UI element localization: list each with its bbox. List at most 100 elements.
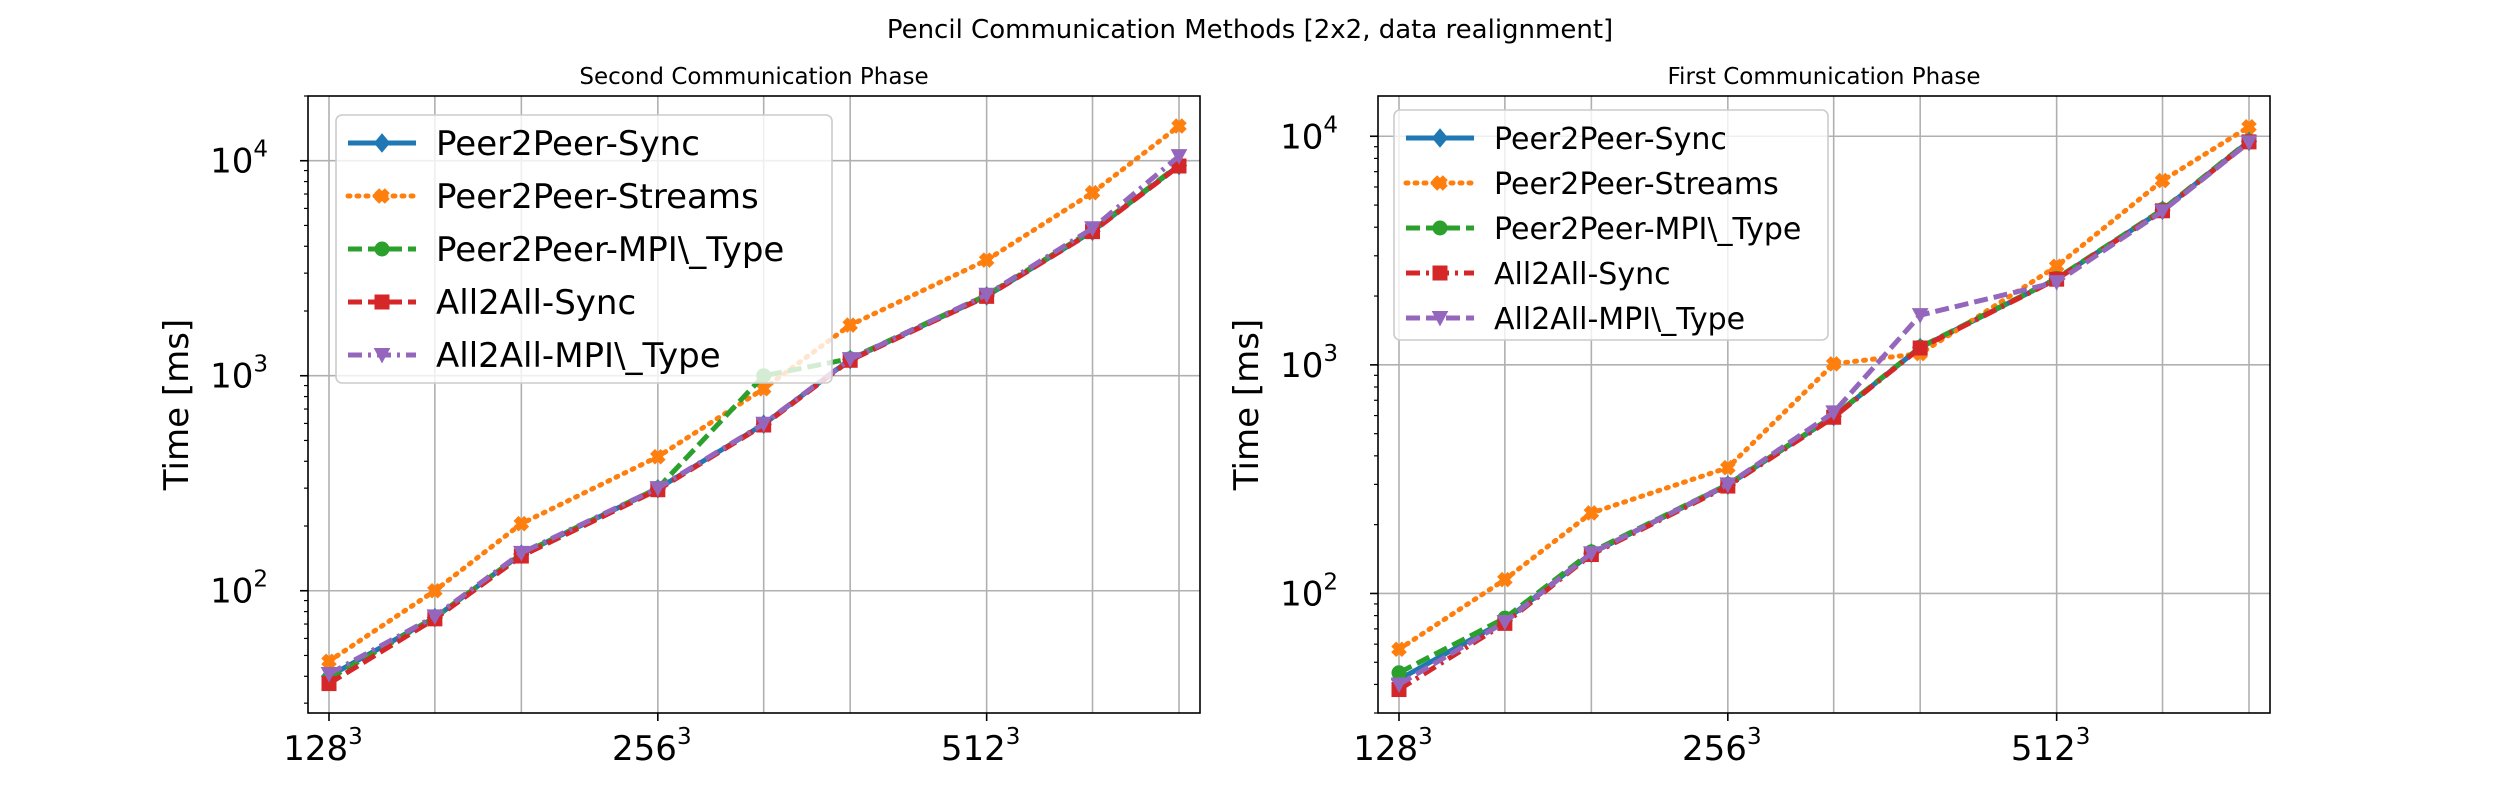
data-point — [513, 515, 530, 532]
data-point — [2240, 135, 2258, 151]
legend-item: Peer2Peer-MPI\_Type — [1406, 212, 1801, 247]
legend-marker — [374, 188, 390, 204]
legend-item: All2All-Sync — [1406, 257, 1671, 292]
x-tick-exponent: 3 — [677, 724, 692, 750]
legend-label: Peer2Peer-MPI\_Type — [1494, 212, 1801, 247]
plot-frame — [307, 95, 1201, 714]
data-point — [1583, 505, 1600, 521]
data-point — [1084, 221, 1101, 237]
legend-label: All2All-MPI\_Type — [436, 336, 721, 376]
data-point — [1170, 149, 1188, 165]
x-tick-exponent: 3 — [348, 724, 363, 750]
legend-item: Peer2Peer-Streams — [345, 177, 759, 217]
x-tick-label: 2563 — [1682, 724, 1762, 769]
legend: Peer2Peer-Sync Peer2Peer-Streams Peer2Peer… — [1393, 109, 1829, 341]
y-tick-exponent: 4 — [1323, 112, 1338, 138]
legend-label: Peer2Peer-Sync — [436, 124, 700, 164]
y-tick-label: 102 — [1280, 569, 1338, 614]
x-tick-label: 5123 — [2011, 724, 2091, 769]
data-point — [2241, 119, 2257, 135]
data-point — [1825, 356, 1842, 372]
x-tick-label: 1283 — [1353, 724, 1433, 769]
legend-marker — [1432, 175, 1448, 191]
y-tick-exponent: 4 — [253, 137, 268, 163]
legend-label: Peer2Peer-Sync — [1494, 122, 1727, 157]
data-point — [755, 416, 773, 433]
data-point — [1084, 184, 1101, 201]
legend-marker — [1432, 265, 1448, 281]
chart-title: Second Communication Phase — [579, 64, 928, 90]
data-point — [978, 252, 995, 268]
x-tick-exponent: 3 — [1418, 724, 1433, 750]
data-point — [2154, 204, 2171, 220]
y-tick-label: 102 — [210, 567, 268, 612]
legend-label: Peer2Peer-Streams — [1494, 167, 1779, 202]
chart-first-phase: First Communication Phase 1283 2563 5123 102… — [1227, 64, 2271, 769]
legend-marker — [373, 348, 391, 364]
legend-box — [335, 114, 833, 384]
plot-frame — [1377, 95, 2271, 714]
series-peer2peer-streams — [321, 118, 1187, 670]
data-point — [978, 287, 995, 304]
data-point — [1825, 405, 1843, 421]
y-tick-exponent: 3 — [253, 352, 268, 378]
y-tick-exponent: 2 — [1323, 569, 1338, 595]
series-line — [1397, 140, 2251, 687]
x-tick-label: 1283 — [283, 724, 363, 769]
y-tick-label: 103 — [210, 352, 268, 397]
data-point — [1719, 477, 1737, 493]
legend-item: Peer2Peer-Sync — [348, 124, 700, 164]
legend-item: All2All-MPI\_Type — [1406, 302, 1745, 337]
legend-marker — [374, 241, 390, 257]
x-tick-label: 2563 — [612, 724, 692, 769]
x-tick-label: 5123 — [941, 724, 1021, 769]
data-point — [2048, 275, 2065, 291]
data-point — [1497, 571, 1513, 588]
data-point — [426, 609, 444, 625]
chart-title: First Communication Phase — [1668, 64, 1981, 90]
data-point — [841, 352, 859, 368]
data-point — [650, 448, 666, 465]
legend-item: All2All-Sync — [348, 283, 636, 323]
y-tick-exponent: 3 — [1323, 341, 1338, 367]
data-point — [1912, 340, 1928, 356]
series-line — [1396, 124, 2252, 652]
legend-label: All2All-Sync — [1494, 257, 1671, 292]
data-point — [1911, 308, 1929, 324]
data-point — [1391, 641, 1407, 658]
x-tick-exponent: 3 — [2076, 724, 2091, 750]
data-point — [427, 582, 443, 599]
legend-item: Peer2Peer-Sync — [1406, 122, 1727, 157]
x-tick-exponent: 3 — [1006, 724, 1021, 750]
x-tick-exponent: 3 — [1747, 724, 1762, 750]
legend-marker — [374, 294, 390, 310]
chart-second-phase: Second Communication Phase 1283 2563 5123 10… — [157, 64, 1201, 769]
data-point — [1720, 459, 1736, 476]
data-point — [320, 666, 338, 683]
series-all2all-mpi-type — [1390, 135, 2258, 693]
data-point — [1390, 677, 1408, 693]
legend-marker — [373, 133, 391, 153]
series-peer2peer-streams — [1391, 119, 2257, 658]
legend-item: Peer2Peer-Streams — [1403, 167, 1779, 202]
legend: Peer2Peer-Sync Peer2Peer-Streams Peer2Peer… — [335, 114, 833, 384]
y-tick-label: 103 — [1280, 341, 1338, 386]
legend-label: Peer2Peer-Streams — [436, 177, 759, 217]
legend-label: Peer2Peer-MPI\_Type — [436, 230, 784, 270]
y-tick-exponent: 2 — [253, 567, 268, 593]
legend-marker — [1432, 220, 1448, 236]
legend-item: Peer2Peer-MPI\_Type — [348, 230, 784, 270]
y-axis-label: Time [ms] — [1227, 319, 1267, 491]
legend-marker — [1431, 311, 1449, 327]
y-tick-label: 104 — [210, 137, 268, 182]
legend-item: All2All-MPI\_Type — [348, 336, 721, 376]
data-point — [2154, 172, 2171, 189]
series-all2all-mpi-type — [320, 149, 1188, 683]
data-point — [513, 545, 530, 562]
legend-box — [1393, 109, 1829, 341]
y-axis-label: Time [ms] — [157, 319, 197, 491]
data-point — [842, 317, 858, 333]
y-tick-label: 104 — [1280, 112, 1338, 157]
data-point — [1583, 546, 1600, 562]
